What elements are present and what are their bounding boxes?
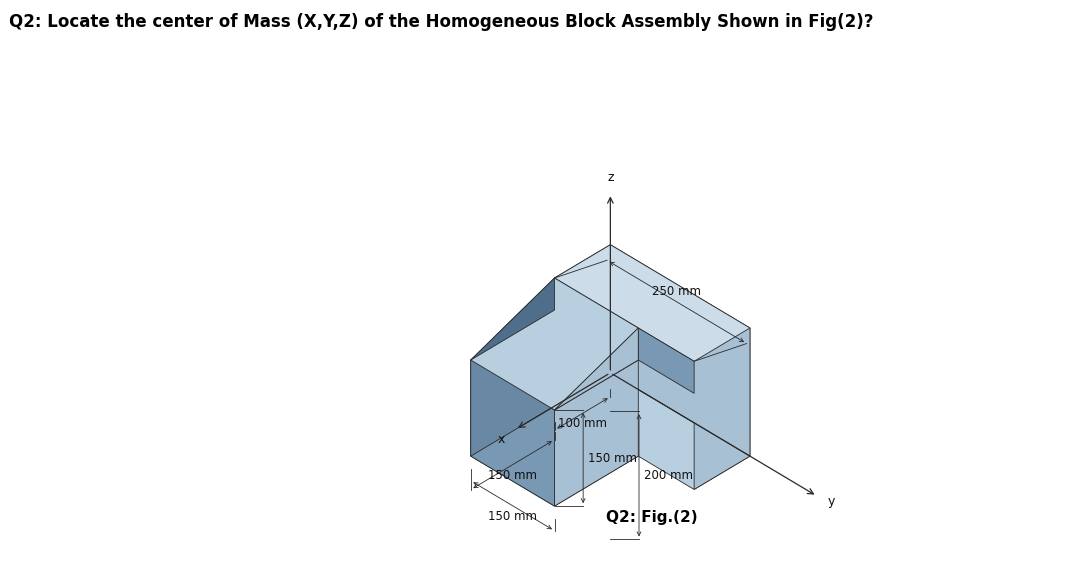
Polygon shape: [470, 360, 555, 506]
Polygon shape: [555, 245, 610, 406]
Polygon shape: [555, 245, 750, 361]
Text: 150 mm: 150 mm: [489, 510, 537, 523]
Polygon shape: [470, 310, 555, 456]
Polygon shape: [610, 245, 750, 456]
Text: x: x: [498, 433, 506, 447]
Text: y: y: [827, 495, 835, 507]
Polygon shape: [638, 328, 694, 394]
Text: z: z: [607, 171, 614, 184]
Text: 200 mm: 200 mm: [644, 469, 693, 482]
Polygon shape: [555, 278, 638, 360]
Text: 150 mm: 150 mm: [588, 451, 637, 464]
Text: 250 mm: 250 mm: [652, 285, 701, 298]
Text: 150 mm: 150 mm: [489, 468, 537, 482]
Polygon shape: [694, 328, 750, 489]
Polygon shape: [470, 310, 638, 410]
Polygon shape: [555, 360, 638, 506]
Polygon shape: [470, 278, 555, 360]
Polygon shape: [470, 406, 638, 506]
Polygon shape: [555, 328, 638, 410]
Polygon shape: [470, 278, 638, 410]
Text: 100 mm: 100 mm: [558, 418, 607, 430]
Polygon shape: [555, 373, 750, 489]
Text: Q2: Fig.(2): Q2: Fig.(2): [606, 510, 698, 525]
Text: Q2: Locate the center of Mass (X,Y,Z) of the Homogeneous Block Assembly Shown in: Q2: Locate the center of Mass (X,Y,Z) of…: [10, 13, 873, 31]
